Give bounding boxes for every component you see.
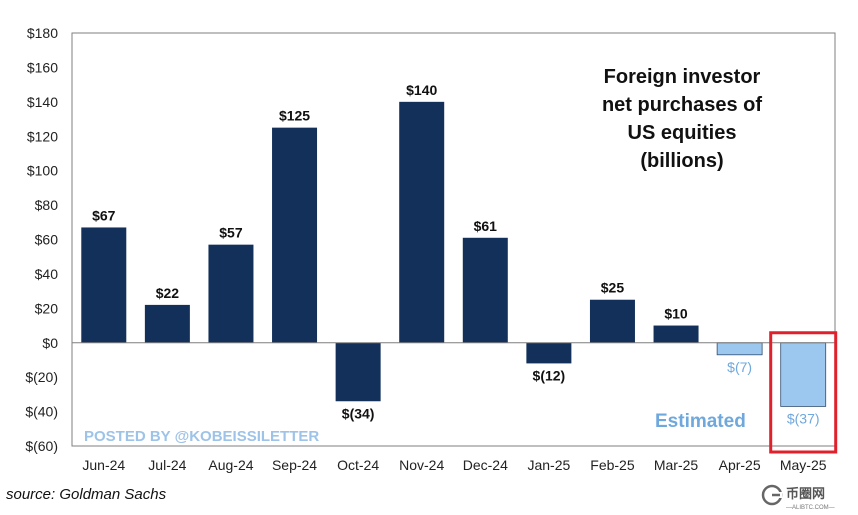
data-label: $(12) xyxy=(533,367,566,383)
x-tick-label: Nov-24 xyxy=(399,457,444,473)
data-label: $57 xyxy=(219,225,243,241)
x-tick-label: Mar-25 xyxy=(654,457,699,473)
bar-jan-25 xyxy=(526,342,572,364)
x-tick-label: Jun-24 xyxy=(82,457,125,473)
x-tick-label: Jul-24 xyxy=(148,457,186,473)
source-note: source: Goldman Sachs xyxy=(6,486,167,503)
x-tick-label: Aug-24 xyxy=(208,457,253,473)
data-label: $61 xyxy=(474,218,498,234)
x-tick-label: Feb-25 xyxy=(590,457,635,473)
watermark: POSTED BY @KOBEISSILETTER xyxy=(84,428,319,445)
y-tick-label: $(20) xyxy=(25,369,58,385)
logo-name: 币圈网 xyxy=(786,486,825,501)
x-axis: Jun-24 Jul-24 Aug-24 Sep-24 Oct-24 Nov-24 Dec-… xyxy=(82,457,826,473)
chart-title-line-4: (billions) xyxy=(640,150,723,172)
bar-jun-24 xyxy=(81,227,127,343)
bar-aug-24 xyxy=(208,244,254,343)
x-tick-label: Apr-25 xyxy=(719,457,761,473)
bar-jul-24 xyxy=(144,304,190,343)
chart-title-line-3: US equities xyxy=(628,122,737,144)
y-axis: $180 $160 $140 $120 $100 $80 $60 $40 $20 $0 $(20) $… xyxy=(25,25,58,454)
x-tick-label: Jan-25 xyxy=(527,457,570,473)
data-label: $125 xyxy=(279,108,310,124)
y-tick-label: $(40) xyxy=(25,404,58,420)
y-tick-label: $100 xyxy=(27,163,58,179)
estimated-note: Estimated xyxy=(655,411,746,432)
x-tick-label: Sep-24 xyxy=(272,457,317,473)
stylized-g-logo-icon xyxy=(761,484,783,506)
y-tick-label: $180 xyxy=(27,25,58,41)
chart-title-line-1: Foreign investor xyxy=(604,66,761,88)
y-tick-label: $160 xyxy=(27,59,58,75)
bar-apr-25 xyxy=(716,342,763,356)
data-label: $67 xyxy=(92,207,116,223)
highlight-box xyxy=(769,331,838,454)
y-tick-label: $120 xyxy=(27,128,58,144)
bar-feb-25 xyxy=(589,299,635,343)
y-tick-label: $40 xyxy=(35,266,59,282)
data-label: $22 xyxy=(156,285,180,301)
y-tick-label: $80 xyxy=(35,197,59,213)
bar-sep-24 xyxy=(272,127,318,343)
bar-may-25 xyxy=(780,342,827,407)
bar-nov-24 xyxy=(399,101,445,343)
data-label: $10 xyxy=(664,306,688,322)
x-tick-label: May-25 xyxy=(780,457,827,473)
bars xyxy=(81,101,827,407)
x-tick-label: Dec-24 xyxy=(463,457,508,473)
y-tick-label: $140 xyxy=(27,94,58,110)
plot-frame xyxy=(71,32,836,447)
data-labels: $67 $22 $57 $125 $(34) $140 $61 $(12) $25 $10 $(7)… xyxy=(92,82,819,427)
x-tick-label: Oct-24 xyxy=(337,457,379,473)
y-tick-label: $(60) xyxy=(25,438,58,454)
logo-sub: —ALIBTC.COM— xyxy=(786,505,835,511)
logo: 币圈网 —ALIBTC.COM— xyxy=(761,484,835,511)
y-tick-label: $0 xyxy=(42,335,58,351)
y-tick-label: $60 xyxy=(35,232,59,248)
data-label: $25 xyxy=(601,280,625,296)
y-tick-label: $20 xyxy=(35,300,59,316)
data-label: $(37) xyxy=(787,410,820,426)
data-label: $140 xyxy=(406,82,437,98)
data-label: $(34) xyxy=(342,405,375,421)
data-label: $(7) xyxy=(727,359,752,375)
bar-dec-24 xyxy=(462,237,508,343)
chart-title-line-2: net purchases of xyxy=(602,94,762,116)
bar-mar-25 xyxy=(653,325,699,343)
bar-oct-24 xyxy=(335,342,381,402)
